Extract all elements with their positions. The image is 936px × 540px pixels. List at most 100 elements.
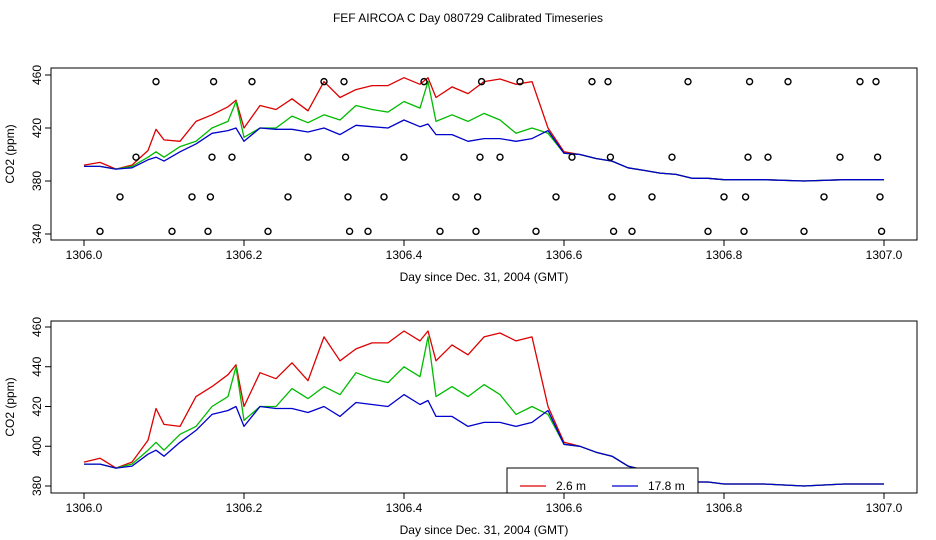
flag-marker	[364, 227, 372, 236]
top-y-axis-label: CO2 (ppm)	[3, 124, 17, 183]
flag-marker	[152, 77, 160, 86]
flag-marker	[704, 227, 712, 236]
flag-marker	[872, 77, 880, 86]
bottom-x-axis: 1306.0 1306.2 1306.4 1306.6 1306.8 1307.0	[66, 493, 903, 515]
flag-marker	[784, 77, 792, 86]
flag-marker	[380, 193, 388, 201]
flag-marker	[400, 153, 408, 161]
flag-marker	[476, 153, 484, 161]
flag-marker	[588, 77, 596, 86]
top-y-axis: 340 380 420 460	[30, 65, 51, 244]
top-y-tick-label: 380	[30, 171, 44, 191]
flag-marker	[609, 227, 618, 236]
flag-marker	[532, 227, 540, 236]
top-x-tick-label: 1307.0	[866, 248, 903, 262]
flag-marker	[516, 77, 524, 86]
top-x-tick-label: 1306.8	[706, 248, 743, 262]
flag-marker	[472, 227, 480, 236]
flag-marker	[648, 193, 656, 201]
flag-marker	[345, 227, 354, 236]
top-series-line-red	[83, 77, 884, 182]
flag-marker	[477, 77, 486, 86]
flag-marker	[877, 227, 886, 236]
flag-marker	[116, 193, 124, 201]
flag-marker	[264, 227, 272, 236]
flag-marker	[96, 227, 104, 236]
flag-marker	[284, 193, 292, 201]
flag-marker	[248, 77, 256, 86]
bottom-series-group	[83, 330, 884, 487]
top-y-tick-label: 420	[30, 118, 44, 138]
flag-marker	[876, 193, 884, 201]
bottom-x-tick-label: 1306.2	[226, 501, 263, 515]
top-x-axis: 1306.0 1306.2 1306.4 1306.6 1306.8 1307.0	[66, 240, 903, 262]
flag-marker	[836, 153, 844, 161]
flag-marker	[668, 153, 676, 161]
flag-marker	[204, 227, 212, 236]
flag-marker	[341, 153, 350, 161]
chart-title: FEF AIRCOA C Day 080729 Calibrated Times…	[333, 11, 603, 25]
flag-marker	[740, 227, 748, 236]
flag-marker	[800, 227, 808, 236]
bottom-series-line-red	[83, 330, 884, 487]
flag-marker	[744, 153, 752, 161]
flag-marker	[684, 77, 692, 86]
flag-marker	[628, 227, 636, 236]
bottom-y-axis-label: CO2 (ppm)	[3, 377, 17, 436]
legend: 2.6 m 17.8 m	[506, 467, 699, 494]
flag-marker	[344, 193, 352, 201]
bottom-plot-frame	[50, 320, 918, 494]
flag-marker	[188, 193, 196, 201]
flag-marker	[496, 153, 504, 161]
top-y-tick-label: 340	[30, 224, 44, 244]
top-x-tick-label: 1306.6	[546, 248, 583, 262]
top-series-line-blue	[84, 119, 884, 182]
flag-marker	[206, 193, 215, 201]
top-panel: 1306.0 1306.2 1306.4 1306.6 1306.8 1307.0 340…	[3, 65, 918, 284]
flag-marker	[320, 77, 328, 86]
legend-entry-1: 2.6 m	[556, 479, 586, 493]
bottom-panel: 1306.0 1306.2 1306.4 1306.6 1306.8 1307.0 380…	[3, 317, 918, 537]
flag-marker	[228, 153, 236, 161]
bottom-x-tick-label: 1306.0	[66, 501, 103, 515]
flag-marker	[473, 193, 482, 201]
flag-marker	[420, 77, 428, 86]
flag-marker	[608, 193, 616, 201]
bottom-y-tick-label: 420	[30, 396, 44, 416]
bottom-y-tick-label: 400	[30, 436, 44, 456]
flag-marker	[436, 227, 444, 236]
bottom-y-tick-label: 380	[30, 476, 44, 496]
flag-marker	[856, 77, 864, 86]
bottom-series-line-green	[84, 336, 884, 487]
bottom-x-tick-label: 1306.4	[386, 501, 423, 515]
flag-marker	[452, 193, 460, 201]
top-x-tick-label: 1306.4	[386, 248, 423, 262]
flag-marker	[168, 227, 176, 236]
flag-marker	[132, 153, 140, 161]
bottom-x-tick-label: 1306.8	[706, 501, 743, 515]
top-series-group	[83, 77, 884, 182]
top-x-axis-label: Day since Dec. 31, 2004 (GMT)	[400, 270, 569, 284]
flag-marker	[745, 77, 754, 86]
flag-marker	[208, 153, 216, 161]
legend-entry-2: 17.8 m	[648, 479, 685, 493]
flag-marker	[340, 77, 348, 86]
bottom-y-tick-label: 440	[30, 356, 44, 376]
flag-marker	[720, 193, 728, 201]
top-y-tick-label: 460	[30, 65, 44, 85]
top-flag-markers	[96, 77, 886, 236]
bottom-x-axis-label: Day since Dec. 31, 2004 (GMT)	[400, 523, 569, 537]
flag-marker	[741, 193, 750, 201]
bottom-x-tick-label: 1307.0	[866, 501, 903, 515]
flag-marker	[820, 193, 828, 201]
flag-marker	[764, 153, 772, 161]
flag-marker	[552, 193, 560, 201]
top-x-tick-label: 1306.2	[226, 248, 263, 262]
bottom-y-axis: 380 400 420 440 460	[30, 317, 51, 496]
top-series-line-green	[84, 80, 884, 182]
flag-marker	[606, 153, 615, 161]
top-x-tick-label: 1306.0	[66, 248, 103, 262]
bottom-series-line-blue	[84, 393, 884, 487]
bottom-x-tick-label: 1306.6	[546, 501, 583, 515]
